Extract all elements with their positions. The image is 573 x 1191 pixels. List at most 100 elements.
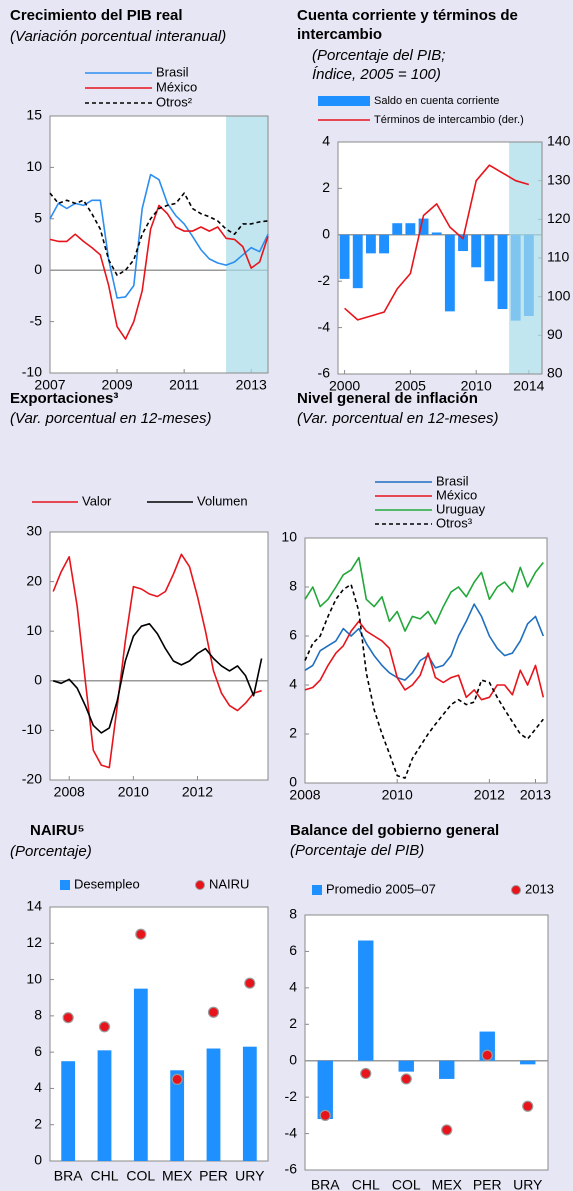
y-tick-label: 0	[34, 261, 42, 277]
bar	[392, 223, 403, 235]
y-tick-label: 8	[289, 578, 297, 594]
bar	[398, 1060, 414, 1072]
line	[52, 623, 263, 734]
chart-subtitle: (Porcentaje del PIB)	[290, 842, 425, 859]
line	[304, 583, 544, 779]
y-tick-label: -2	[318, 272, 331, 288]
legend-label: Brasil	[156, 64, 189, 79]
bar	[352, 234, 363, 289]
x-tick-label: 2010	[382, 787, 413, 803]
bar	[61, 1061, 76, 1161]
dot	[319, 1109, 331, 1121]
dot	[244, 977, 256, 989]
x-tick-label: 2013	[520, 787, 551, 803]
dot	[441, 1124, 453, 1136]
x-tick-label: 2000	[329, 378, 360, 394]
y-tick-label: -10	[22, 721, 42, 737]
x-tick-label: 2012	[474, 787, 505, 803]
x-tick-label: 2012	[182, 784, 213, 800]
y-tick-label: 6	[289, 627, 297, 643]
projection-shade	[226, 116, 268, 373]
y-tick-label: 2	[289, 725, 297, 741]
bar	[170, 1070, 185, 1161]
y-tick-label: 10	[26, 622, 42, 638]
legend-label: Uruguay	[436, 501, 486, 516]
x-tick-label: CHL	[90, 1168, 118, 1184]
bar	[133, 988, 148, 1161]
chart-subtitle: (Var. porcentual en 12-meses)	[10, 410, 212, 427]
y-tick-label: 4	[289, 676, 297, 692]
x-tick-label: 2010	[118, 784, 149, 800]
y2-tick-label: 130	[547, 171, 571, 187]
legend-swatch	[195, 880, 205, 890]
legend-label: NAIRU	[209, 876, 249, 891]
bar	[497, 234, 508, 310]
legend-swatch	[312, 885, 322, 895]
bar	[418, 218, 429, 235]
dot	[207, 1006, 220, 1018]
dot	[522, 1100, 534, 1112]
y-tick-label: 14	[26, 898, 42, 914]
y2-tick-label: 120	[547, 210, 571, 226]
y-tick-label: 15	[26, 107, 42, 123]
legend-label: México	[156, 79, 197, 94]
chart-title: Exportaciones³	[10, 390, 119, 407]
dot	[62, 1012, 74, 1024]
y-tick-label: 10	[281, 529, 297, 545]
dot	[98, 1021, 111, 1033]
bar	[458, 234, 468, 252]
line	[344, 164, 530, 321]
x-tick-label: URY	[513, 1177, 543, 1191]
dot	[171, 1073, 183, 1085]
y-tick-label: 2	[289, 1015, 297, 1031]
y-tick-label: 30	[26, 523, 42, 539]
bar	[484, 234, 495, 282]
plot-area	[49, 531, 269, 781]
bar	[206, 1048, 221, 1161]
bar	[358, 940, 374, 1061]
y2-tick-label: 110	[547, 249, 570, 265]
y2-tick-label: 90	[547, 326, 563, 342]
y-tick-label: -10	[22, 364, 42, 380]
x-tick-label: PER	[473, 1177, 502, 1191]
chart-title: Crecimiento del PIB real	[10, 7, 183, 24]
projection-shade	[509, 142, 542, 374]
x-tick-label: 2008	[289, 787, 320, 803]
y-tick-label: 0	[289, 1051, 297, 1067]
y-tick-label: -20	[22, 771, 42, 787]
bar	[471, 234, 482, 268]
dot	[400, 1073, 412, 1085]
y-tick-label: 4	[34, 1079, 42, 1095]
chart-title: Nivel general de inflación	[297, 390, 478, 407]
y-tick-label: 20	[26, 572, 42, 588]
x-tick-label: MEX	[432, 1177, 463, 1191]
y-tick-label: -6	[285, 1161, 298, 1177]
bar	[242, 1046, 257, 1161]
y-tick-label: 0	[289, 774, 297, 790]
legend-swatch	[511, 885, 521, 895]
y2-tick-label: 80	[547, 365, 563, 381]
x-tick-label: COL	[392, 1177, 421, 1191]
legend-label: Volumen	[197, 493, 248, 508]
y-tick-label: -5	[30, 312, 43, 328]
legend-label: Términos de intercambio (der.)	[374, 114, 524, 126]
legend-swatch	[318, 96, 370, 106]
x-tick-label: 2010	[461, 378, 492, 394]
y-tick-label: 5	[34, 210, 42, 226]
x-tick-label: BRA	[54, 1168, 83, 1184]
bar	[439, 1060, 455, 1079]
legend-label: México	[436, 487, 477, 502]
x-tick-label: COL	[126, 1168, 155, 1184]
y-tick-label: 0	[34, 672, 42, 688]
x-tick-label: 2005	[395, 378, 426, 394]
chart-subtitle: (Porcentaje)	[10, 843, 92, 860]
x-tick-label: 2014	[513, 378, 544, 394]
y-tick-label: 4	[322, 133, 330, 149]
chart-subtitle: (Variación porcentual interanual)	[10, 28, 227, 45]
x-tick-label: BRA	[311, 1177, 340, 1191]
y2-tick-label: 140	[547, 133, 571, 149]
legend-label: Promedio 2005–07	[326, 881, 436, 896]
x-tick-label: 2008	[54, 784, 85, 800]
chart-title: Cuenta corriente y términos de intercamb…	[297, 7, 518, 43]
y-tick-label: 8	[289, 906, 297, 922]
